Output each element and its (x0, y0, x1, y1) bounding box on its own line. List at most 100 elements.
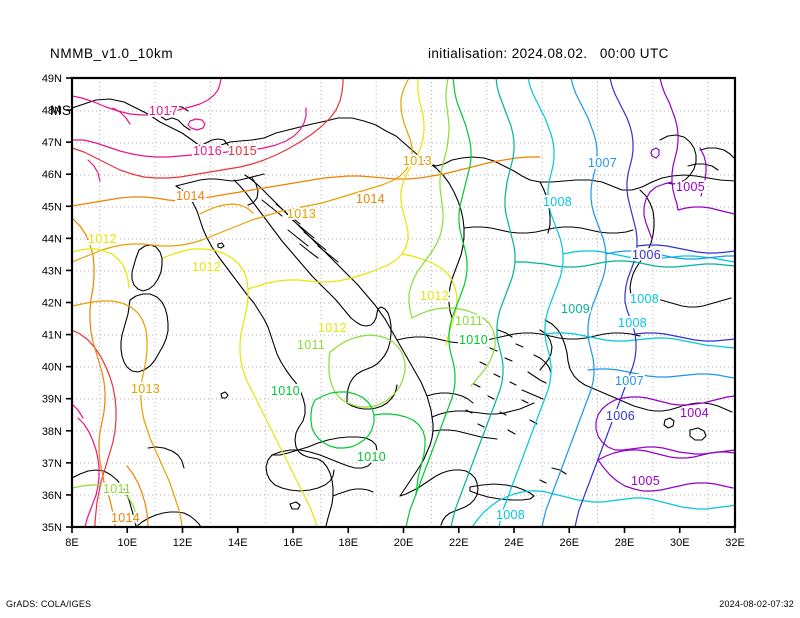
contour-small-low (650, 147, 660, 159)
initialisation-label: initialisation: 2024.08.02. 00:00 UTC (428, 46, 669, 61)
contour-1013 (72, 78, 413, 527)
contour-label-halo: 1013 (403, 154, 432, 168)
x-tick-label: 10E (117, 537, 137, 549)
contour-label: 1012 (192, 260, 221, 274)
y-tick-label: 48N (42, 105, 62, 117)
contour-label-halo: 1014 (176, 189, 205, 203)
y-tick-label: 38N (42, 426, 62, 438)
contour-label: 1007 (615, 374, 644, 388)
x-tick-label: 8E (65, 537, 78, 549)
contour-label: 1008 (630, 292, 659, 306)
contour-label: 1015 (228, 144, 257, 158)
x-tick-label: 20E (394, 537, 414, 549)
contour-label: 1013 (403, 154, 432, 168)
pressure-contours (72, 78, 735, 527)
contour-label: 1014 (356, 192, 385, 206)
contour-label-halo: 1004 (680, 406, 709, 420)
contour-1012 (72, 78, 458, 527)
model-name-label: NMMB_v1.0_10km (50, 46, 174, 61)
contour-label-halo: 1012 (88, 232, 117, 246)
contour-label: 1008 (496, 508, 525, 522)
contour-1008 (471, 78, 735, 527)
contour-label: 1010 (357, 450, 386, 464)
contour-label-halo: 1008 (630, 292, 659, 306)
contour-label-halo: 1010 (271, 384, 300, 398)
contour-label-halo: 1015 (228, 144, 257, 158)
axis-ticks (66, 77, 736, 533)
x-tick-label: 28E (615, 537, 635, 549)
contour-1016 (72, 107, 307, 527)
x-tick-label: 30E (670, 537, 690, 549)
contour-label: 1012 (318, 321, 347, 335)
y-tick-label: 35N (42, 522, 62, 534)
contour-label: 1007 (588, 156, 617, 170)
contour-label-halo: 1010 (459, 333, 488, 347)
contour-1011 (72, 78, 496, 527)
contour-label-halo: 1013 (131, 382, 160, 396)
contour-label: 1011 (297, 338, 325, 352)
contour-label-halo: 1012 (420, 289, 449, 303)
x-tick-label: 14E (228, 537, 248, 549)
contour-small-high (187, 118, 206, 131)
y-tick-label: 36N (42, 490, 62, 502)
contour-label: 1011 (103, 482, 131, 496)
contour-1004 (595, 395, 735, 455)
contour-label: 1014 (111, 511, 140, 525)
y-tick-label: 46N (42, 169, 62, 181)
contour-label-halo: 1008 (543, 195, 572, 209)
contour-label-halo: 1012 (318, 321, 347, 335)
footer-timestamp: 2024-08-02-07:32 (719, 599, 794, 609)
contour-label-halo: 1014 (111, 511, 140, 525)
contour-label-halo: 1006 (632, 248, 661, 262)
contour-label-halo: 1008 (496, 508, 525, 522)
y-tick-label: 39N (42, 394, 62, 406)
y-tick-label: 47N (42, 137, 62, 149)
contour-label: 1016 (193, 144, 222, 158)
y-axis-tick-labels: 35N 36N 37N 38N 39N 40N 41N 42N 43N 44N 45N 46N 47N 4… (42, 73, 62, 534)
contour-label-halo: 1016 (193, 144, 222, 158)
x-tick-label: 16E (283, 537, 303, 549)
contour-label: 1010 (459, 333, 488, 347)
x-tick-label: 26E (559, 537, 579, 549)
contour-label: 1013 (131, 382, 160, 396)
contour-label-halo: 1007 (615, 374, 644, 388)
contour-label-halo: 1011 (455, 314, 483, 328)
map-gridlines (72, 78, 735, 527)
contour-label: 1005 (631, 474, 660, 488)
footer-source: GrADS: COLA/IGES (6, 599, 92, 609)
contour-label-halo: 1011 (297, 338, 325, 352)
x-tick-label: 24E (504, 537, 524, 549)
contour-label: 1008 (618, 316, 647, 330)
contour-label: 1010 (271, 384, 300, 398)
contour-label: 1005 (676, 180, 705, 194)
contour-label-halo: 1011 (103, 482, 131, 496)
contour-1017 (72, 78, 222, 125)
contour-label-halo: 1005 (631, 474, 660, 488)
contour-1009 (450, 78, 735, 527)
contour-label: 1014 (176, 189, 205, 203)
contour-1006 (574, 78, 735, 527)
y-tick-label: 40N (42, 362, 62, 374)
contour-label: 1006 (606, 409, 635, 423)
contour-label: 1017 (149, 104, 178, 118)
x-tick-label: 12E (173, 537, 193, 549)
contour-label-halo: 1008 (618, 316, 647, 330)
contour-1014 (72, 156, 541, 527)
contour-1015 (72, 78, 344, 527)
contour-1007 (541, 78, 735, 527)
contour-label-halo: 1005 (676, 180, 705, 194)
x-tick-label: 22E (449, 537, 469, 549)
contour-1010 (310, 78, 472, 527)
contour-label: 1013 (287, 207, 316, 221)
contour-label-halo: 1007 (588, 156, 617, 170)
contour-label: 1012 (88, 232, 117, 246)
y-tick-label: 49N (42, 73, 62, 85)
y-tick-label: 44N (42, 233, 62, 245)
y-tick-label: 37N (42, 458, 62, 470)
contour-label: 1011 (455, 314, 483, 328)
contour-label: 1006 (632, 248, 661, 262)
contour-label: 1004 (680, 406, 709, 420)
